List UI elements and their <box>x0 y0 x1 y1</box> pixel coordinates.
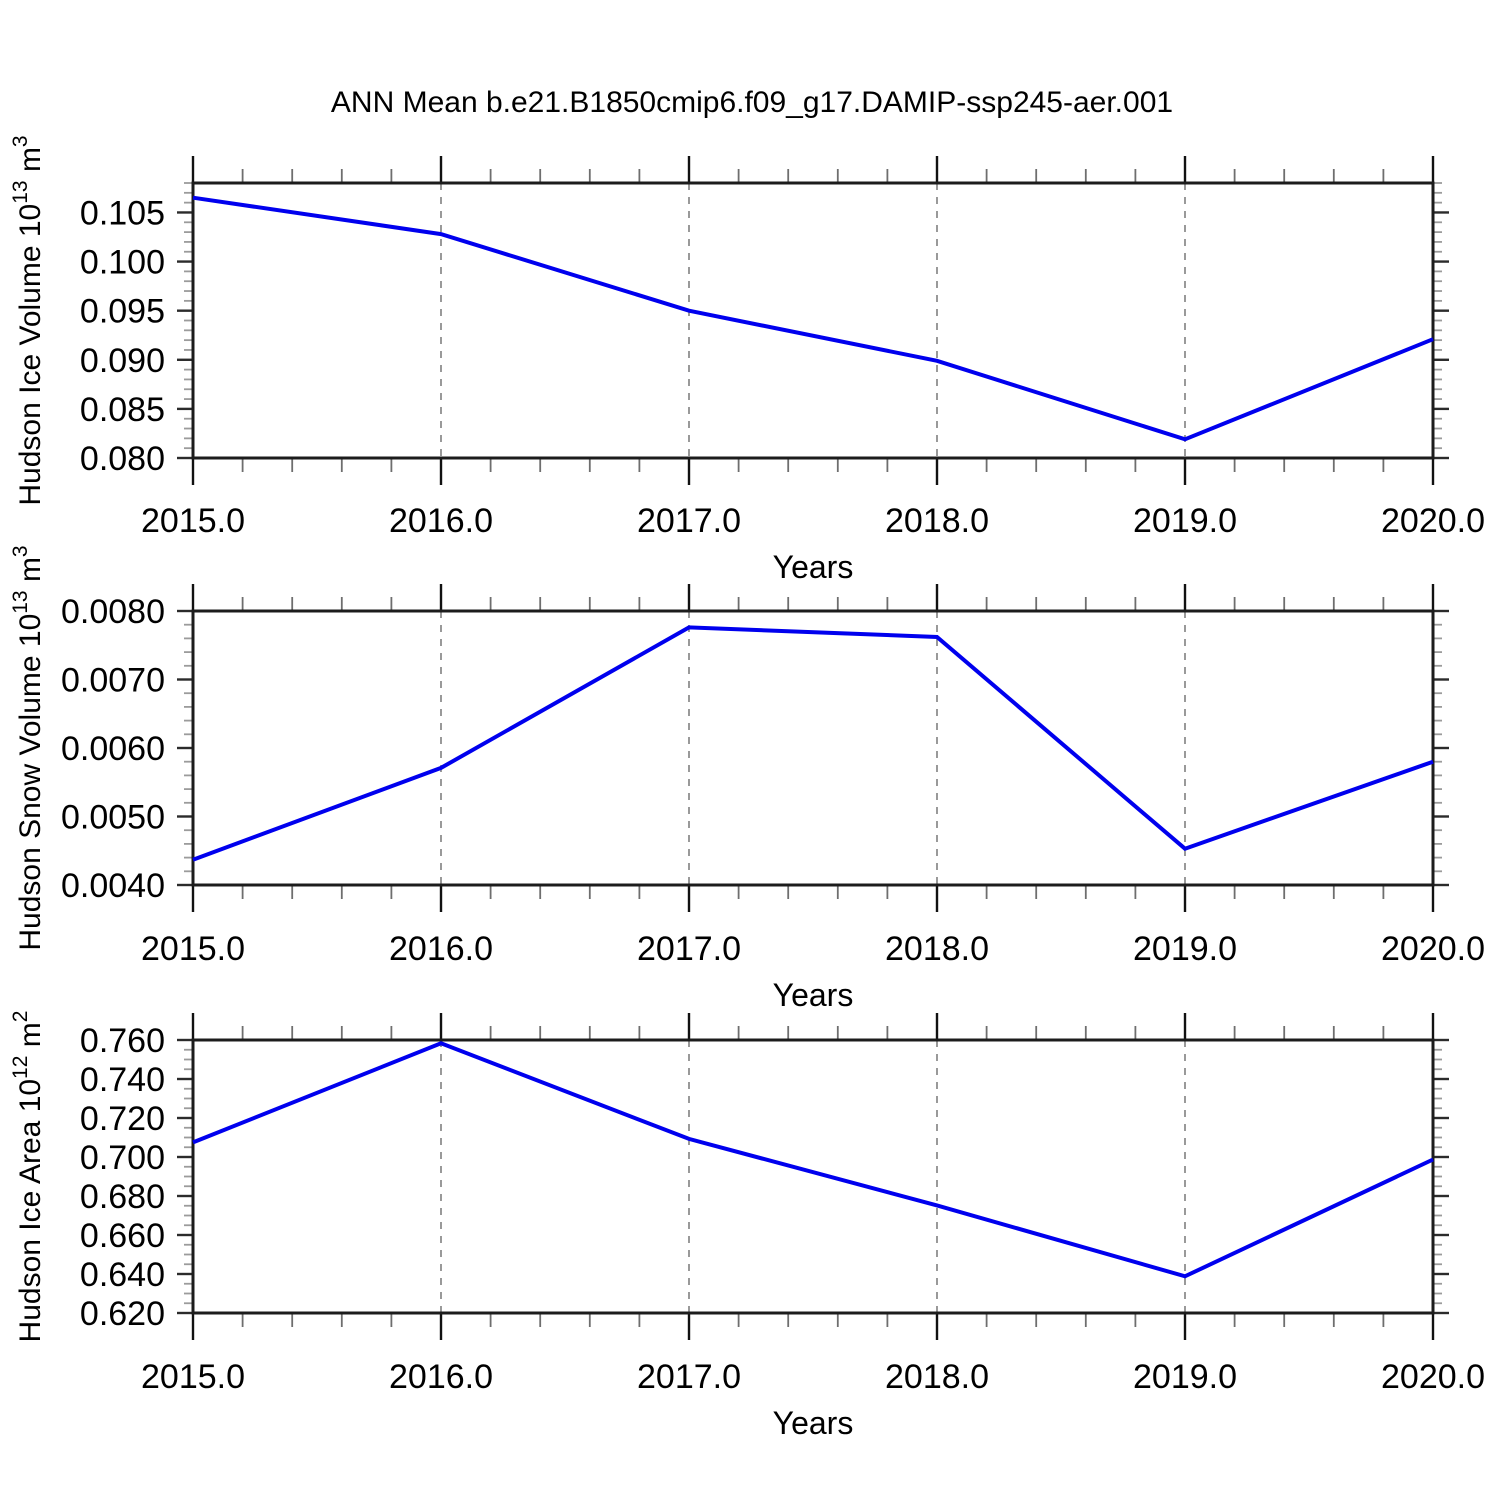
x-tick-label: 2016.0 <box>389 502 493 540</box>
x-tick-label: 2015.0 <box>141 930 245 968</box>
x-tick-label: 2020.0 <box>1381 502 1485 540</box>
y-tick-label: 0.0060 <box>61 730 165 768</box>
x-tick-label: 2019.0 <box>1133 502 1237 540</box>
x-tick-label: 2018.0 <box>885 502 989 540</box>
x-axis-title: Years <box>773 977 854 1013</box>
chart-hudson-ice-volume: 0.080 0.085 0.090 0.095 0.100 0.105 2015.0 2016… <box>9 135 1485 585</box>
y-axis-title: Hudson Ice Volume 1013 m3 <box>9 135 47 505</box>
y-tick-label: 0.100 <box>80 244 165 282</box>
y-tick-label: 0.700 <box>80 1139 165 1177</box>
x-tick-label: 2020.0 <box>1381 1358 1485 1396</box>
y-tick-label: 0.095 <box>80 293 165 331</box>
data-series-line <box>192 195 1434 442</box>
x-tick-label: 2018.0 <box>885 1358 989 1396</box>
charts-group: 0.080 0.085 0.090 0.095 0.100 0.105 2015.0 2016… <box>9 135 1485 1441</box>
x-tick-label: 2020.0 <box>1381 930 1485 968</box>
x-tick-label: 2016.0 <box>389 1358 493 1396</box>
y-tick-label: 0.740 <box>80 1061 165 1099</box>
x-tick-label: 2017.0 <box>637 502 741 540</box>
y-tick-label: 0.0070 <box>61 662 165 700</box>
y-tick-label: 0.090 <box>80 342 165 380</box>
data-series-line <box>192 1041 1434 1279</box>
y-axis-title: Hudson Ice Area 1012 m2 <box>9 1011 47 1343</box>
y-tick-label: 0.105 <box>80 194 165 232</box>
y-tick-label: 0.080 <box>80 440 165 478</box>
y-tick-label: 0.0080 <box>61 593 165 631</box>
x-tick-label: 2017.0 <box>637 1358 741 1396</box>
plot-frame <box>191 181 1435 460</box>
y-tick-label: 0.085 <box>80 391 165 429</box>
x-axis-title: Years <box>773 1405 854 1441</box>
x-axis-title: Years <box>773 549 854 585</box>
x-tick-label: 2015.0 <box>141 1358 245 1396</box>
y-tick-label: 0.620 <box>80 1295 165 1333</box>
x-tick-label: 2019.0 <box>1133 1358 1237 1396</box>
y-tick-label: 0.0050 <box>61 799 165 837</box>
x-tick-label: 2019.0 <box>1133 930 1237 968</box>
y-tick-label: 0.680 <box>80 1178 165 1216</box>
figure-title: ANN Mean b.e21.B1850cmip6.f09_g17.DAMIP-… <box>331 86 1173 119</box>
y-axis-title: Hudson Snow Volume 1013 m3 <box>9 545 47 950</box>
chart-hudson-ice-area: 0.6200.6400.6600.6800.7000.7200.7400.760… <box>9 1011 1485 1441</box>
plot-frame <box>191 609 1435 887</box>
plot-frame <box>191 1038 1435 1315</box>
chart-hudson-snow-volume: 0.0040 0.0050 0.0060 0.0070 0.0080 2015.0 2016… <box>9 545 1485 1013</box>
y-tick-label: 0.760 <box>80 1022 165 1060</box>
x-tick-label: 2017.0 <box>637 930 741 968</box>
x-tick-label: 2016.0 <box>389 930 493 968</box>
data-series-line <box>192 625 1434 862</box>
y-tick-label: 0.660 <box>80 1217 165 1255</box>
x-tick-label: 2015.0 <box>141 502 245 540</box>
x-tick-label: 2018.0 <box>885 930 989 968</box>
y-tick-label: 0.0040 <box>61 867 165 905</box>
y-tick-label: 0.720 <box>80 1100 165 1138</box>
y-tick-label: 0.640 <box>80 1256 165 1294</box>
